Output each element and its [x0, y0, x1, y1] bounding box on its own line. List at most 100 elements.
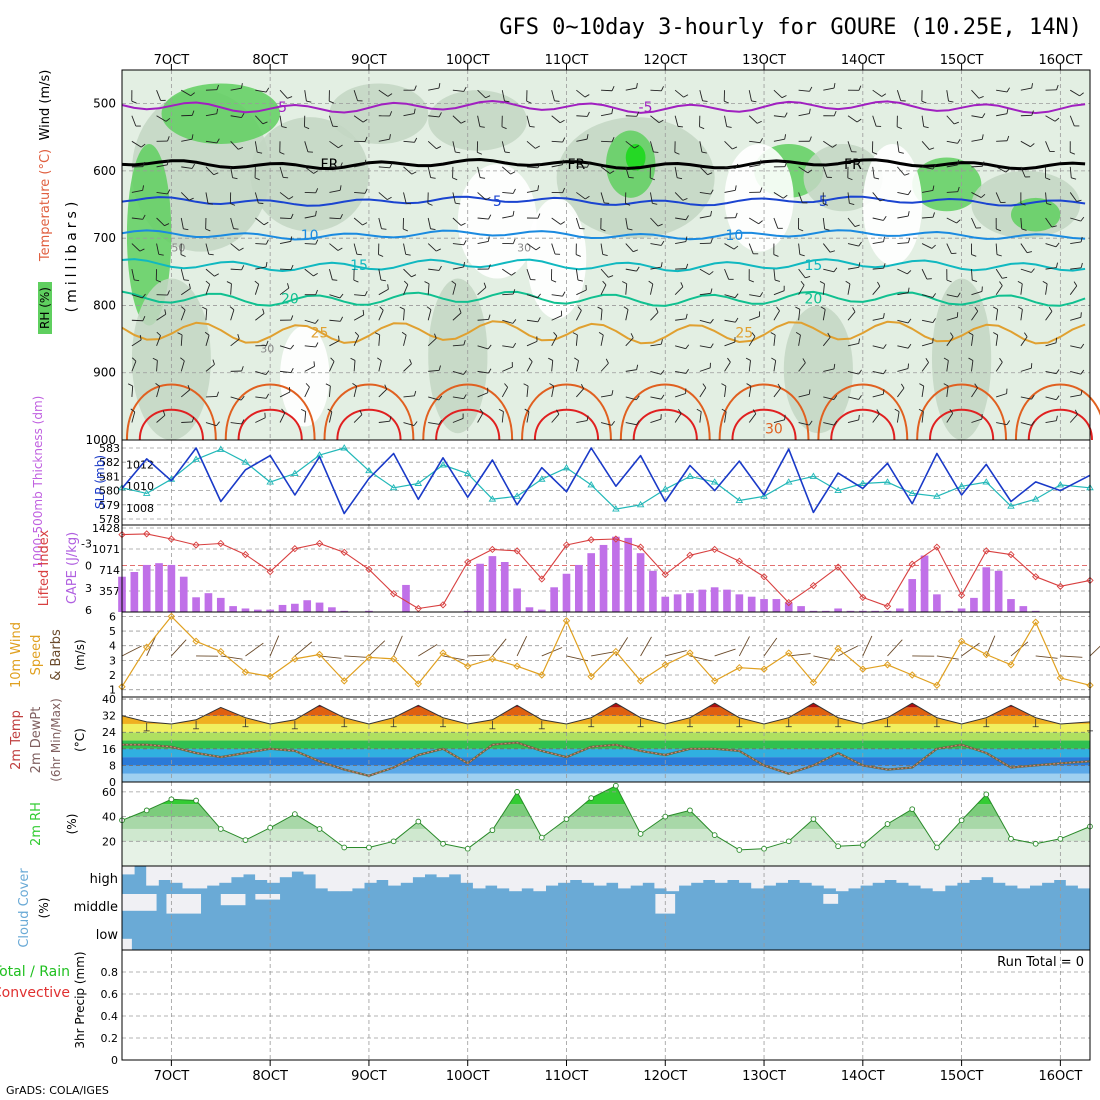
- cape-bar: [476, 563, 484, 612]
- upper-wind-barb-flag: [438, 83, 441, 89]
- upper-wind-barb-flag: [981, 113, 986, 118]
- thickness-point: [538, 475, 546, 482]
- rh-humid-layer: [161, 83, 281, 144]
- upper-wind-barb: [946, 164, 958, 168]
- upper-wind-barb-flag: [338, 335, 340, 341]
- upper-wind-barb: [971, 310, 979, 321]
- upper-wind-barb-flag: [611, 137, 615, 142]
- upper-wind-barb: [304, 268, 314, 277]
- cape-bar: [142, 564, 151, 612]
- rh2m-point: [217, 826, 224, 832]
- wind-barb: [788, 653, 811, 657]
- upper-wind-barb-flag: [1045, 177, 1051, 181]
- cloud-clear-segment: [497, 866, 510, 889]
- top-time-label: 15OCT: [940, 53, 984, 68]
- wind-unit-label: (m/s): [73, 639, 87, 670]
- upper-wind-barb-flag: [949, 408, 954, 414]
- upper-wind-barb-flag: [216, 138, 220, 144]
- cloud-clear-segment: [714, 866, 728, 883]
- upper-wind-barb: [403, 166, 413, 175]
- upper-wind-barb: [156, 335, 161, 346]
- upper-wind-barb-flag: [999, 281, 1003, 286]
- upper-wind-barb-flag: [1031, 421, 1035, 426]
- lifted-index-point: [513, 547, 521, 555]
- upper-wind-barb: [773, 217, 779, 229]
- upper-wind-barb-flag: [584, 195, 590, 200]
- thickness-point: [957, 482, 966, 489]
- wind-speed-point: [908, 671, 916, 679]
- upper-wind-barb-flag: [511, 272, 516, 276]
- cloud-clear-segment: [364, 866, 377, 883]
- upper-wind-barb-flag: [131, 100, 137, 104]
- rh-contour-label: 50: [171, 242, 185, 255]
- upper-wind-barb-flag: [1055, 262, 1058, 268]
- upper-wind-barb-flag: [504, 100, 510, 103]
- upper-wind-barb: [650, 141, 654, 153]
- cloud-clear-segment: [122, 866, 135, 875]
- lifted-index-point: [982, 547, 990, 555]
- upper-wind-barb-flag: [883, 263, 886, 269]
- upper-wind-barb-flag: [611, 390, 614, 396]
- upper-wind-barb-flag: [177, 332, 183, 336]
- rh2m-panel: 20 40 60 2m RH (%): [29, 781, 1093, 867]
- cloud-clear-segment: [884, 866, 897, 880]
- upper-wind-barb-flag: [562, 291, 566, 297]
- upper-wind-barb-flag: [240, 395, 245, 401]
- upper-wind-barb-flag: [164, 309, 167, 315]
- upper-wind-barb: [353, 335, 360, 347]
- cape-bar: [686, 593, 694, 612]
- upper-wind-barb-flag: [819, 281, 825, 285]
- upper-wind-barb-flag: [724, 100, 729, 104]
- upper-wind-barb: [279, 166, 284, 178]
- upper-wind-barb-flag: [265, 239, 269, 245]
- wind-speed-point: [192, 637, 200, 646]
- upper-wind-barb: [1045, 342, 1057, 347]
- upper-wind-barb-flag: [1070, 151, 1076, 155]
- cloud-clear-segment: [376, 866, 389, 880]
- upper-wind-barb: [674, 115, 679, 127]
- upper-wind-barb-flag: [852, 307, 856, 313]
- upper-wind-barb: [427, 140, 437, 150]
- thickness-tick-label: 579: [99, 499, 120, 512]
- rh2m-point: [143, 807, 150, 814]
- upper-wind-barb-flag: [315, 188, 319, 194]
- run-total-text: Run Total = 0: [997, 955, 1084, 970]
- cloud-clear-segment: [1065, 866, 1079, 886]
- upper-wind-barb: [551, 360, 554, 372]
- upper-wind-barb-flag: [142, 293, 146, 299]
- cape-tick-label: 357: [99, 585, 120, 598]
- upper-wind-barb-flag: [214, 273, 220, 277]
- upper-wind-barb: [1070, 241, 1082, 245]
- upper-wind-barb: [156, 115, 167, 122]
- upper-wind-barb-flag: [580, 384, 585, 389]
- upper-wind-barb-flag: [290, 236, 293, 242]
- upper-wind-barb-flag: [262, 308, 265, 314]
- thickness-tick-label: 581: [99, 470, 120, 483]
- upper-wind-barb-flag: [485, 197, 491, 201]
- upper-wind-barb: [576, 289, 587, 296]
- upper-wind-barb-flag: [799, 254, 805, 257]
- upper-wind-barb-flag: [572, 332, 578, 336]
- upper-wind-barb-flag: [808, 420, 813, 426]
- warm-layer-isotherm: [323, 383, 415, 441]
- cape-bar: [834, 608, 842, 612]
- wind-barb: [813, 655, 836, 661]
- cloud-axis-label: Cloud Cover: [17, 868, 32, 948]
- upper-wind-barb: [773, 269, 776, 281]
- upper-wind-barb: [748, 386, 752, 398]
- cape-bar: [1019, 606, 1028, 612]
- wind-barb: [1060, 655, 1083, 658]
- upper-wind-barb-flag: [733, 245, 739, 250]
- upper-wind-barb: [131, 385, 134, 397]
- cape-bar: [562, 573, 571, 612]
- wind-barb: [245, 642, 264, 657]
- upper-wind-barb-flag: [427, 203, 433, 206]
- upper-wind-barb-flag: [262, 121, 268, 125]
- isotherm-label: FR: [567, 157, 585, 173]
- upper-wind-barb: [452, 141, 456, 153]
- upper-wind-barb-flag: [677, 408, 682, 414]
- upper-wind-barb-flag: [611, 108, 614, 114]
- upper-wind-barb-flag: [438, 395, 443, 401]
- upper-wind-barb: [1070, 267, 1082, 270]
- upper-wind-barb: [749, 164, 761, 168]
